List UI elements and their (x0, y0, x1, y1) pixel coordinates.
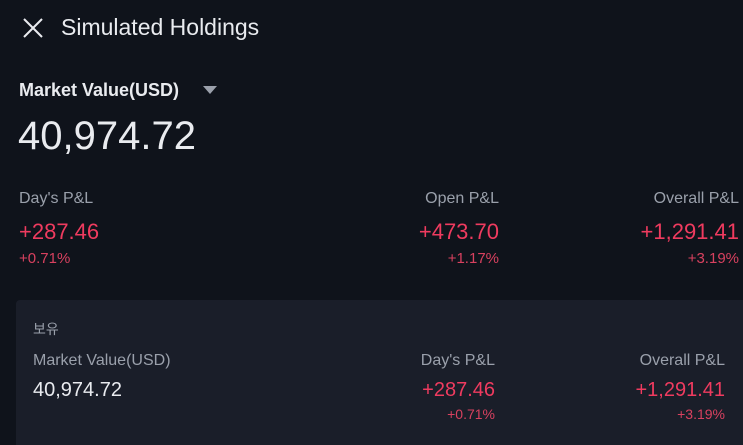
metric-value: +1,291.41 (640, 219, 739, 244)
column-value: +1,291.41 (635, 379, 725, 401)
column-label: Overall P&L (639, 352, 725, 369)
section-label: 보유 (33, 321, 59, 337)
metric-percent: +1.17% (447, 250, 499, 267)
metric-value: +473.70 (418, 219, 499, 244)
dropdown-arrow[interactable] (203, 86, 217, 96)
holdings-card[interactable]: 보유 Market Value(USD) 40,974.72 Day's P&L… (16, 300, 743, 445)
column-value: +287.46 (422, 379, 495, 401)
metric-label: Open P&L (425, 190, 499, 207)
market-value: 40,974.72 (18, 114, 196, 158)
metric-percent: +3.19% (687, 250, 739, 267)
column-value: 40,974.72 (33, 379, 122, 401)
metric-value: +287.46 (19, 219, 100, 244)
market-value-label[interactable]: Market Value(USD) (19, 80, 180, 100)
column-percent: +0.71% (447, 406, 495, 422)
column-percent: +3.19% (677, 406, 725, 422)
page-title: Simulated Holdings (61, 14, 260, 40)
column-label: Day's P&L (420, 352, 495, 369)
metric-label: Day's P&L (19, 190, 94, 207)
metric-percent: +0.71% (19, 250, 71, 267)
close-button[interactable] (22, 17, 44, 39)
metric-label: Overall P&L (653, 190, 739, 207)
column-label: Market Value(USD) (33, 352, 171, 369)
